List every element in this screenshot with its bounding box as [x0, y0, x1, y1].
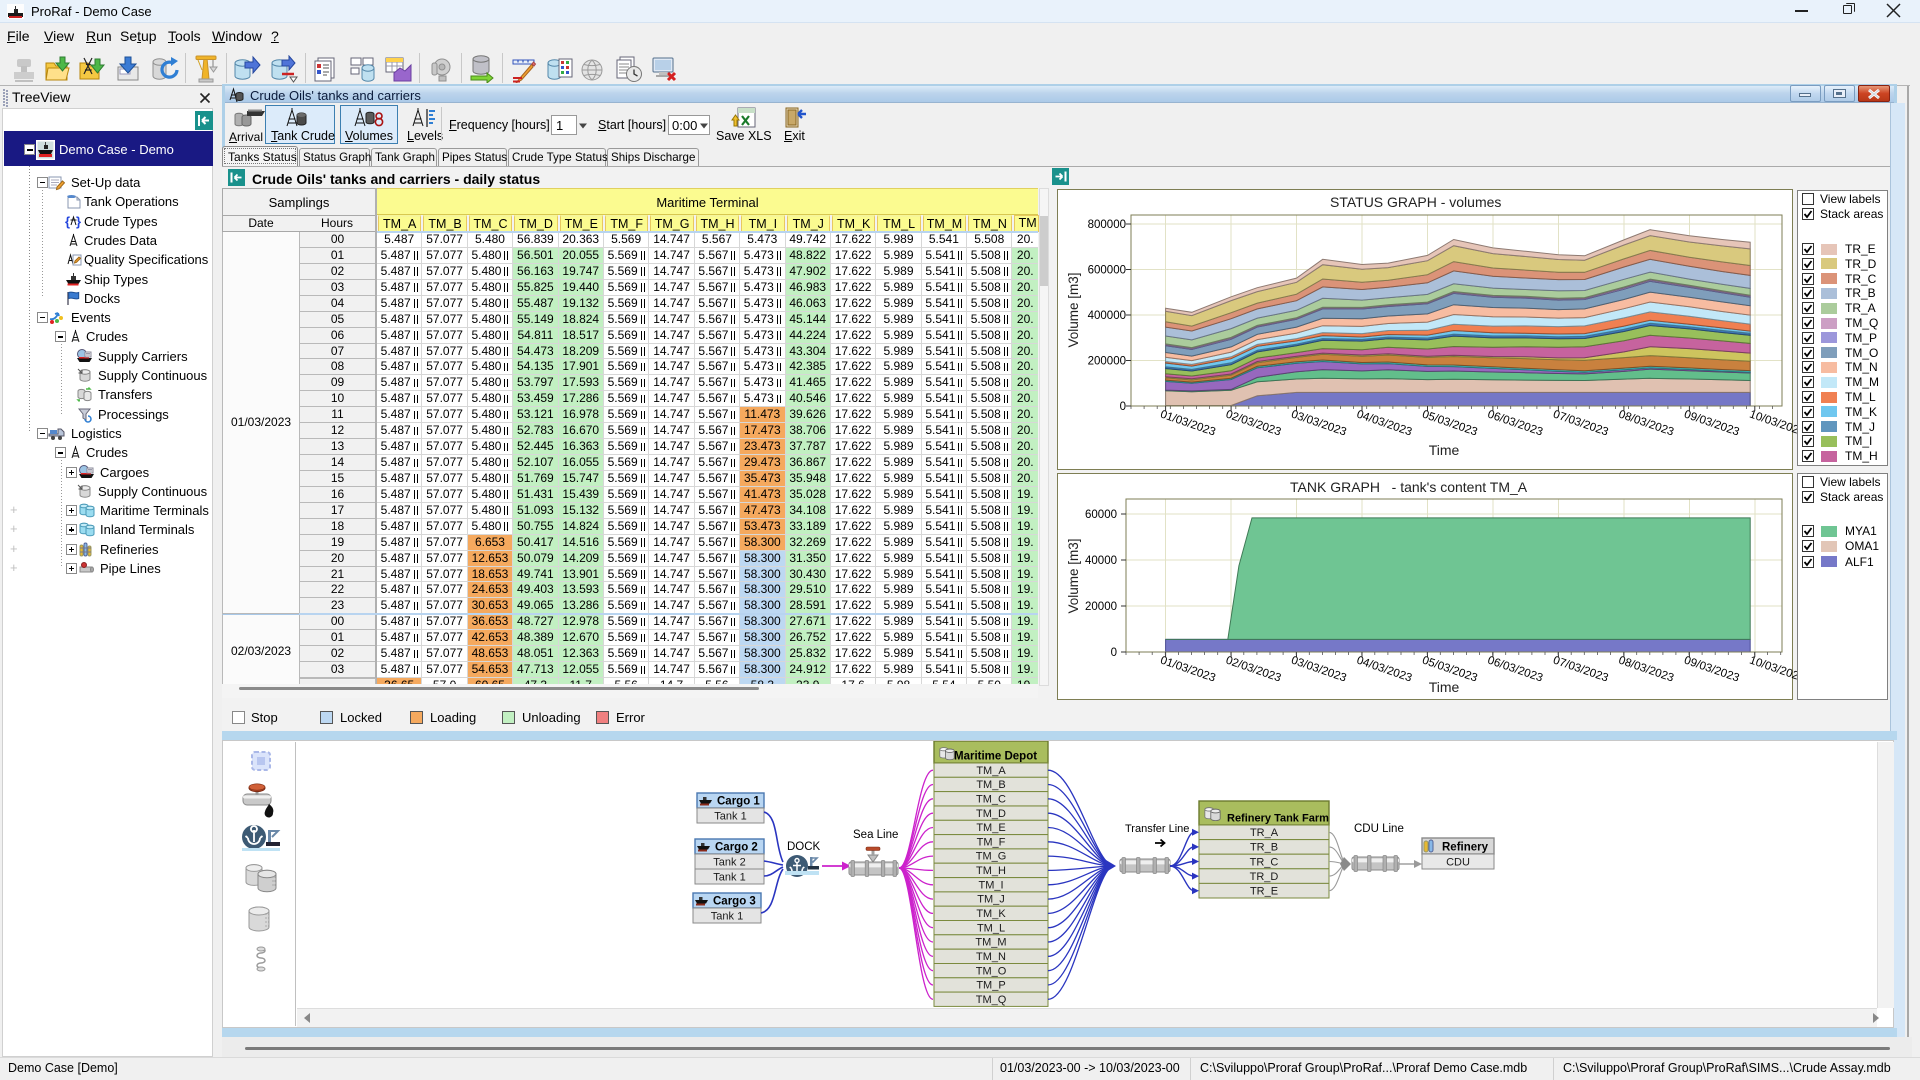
svg-text:TM_Q: TM_Q	[976, 994, 1007, 1006]
svg-text:Transfer Line: Transfer Line	[1125, 823, 1189, 835]
svg-text:20000: 20000	[1085, 601, 1117, 613]
svg-text:TM_L: TM_L	[977, 922, 1005, 934]
svg-text:TM_H: TM_H	[976, 865, 1006, 877]
svg-text:Volume [m3]: Volume [m3]	[1066, 272, 1081, 347]
svg-text:TR_E: TR_E	[1250, 886, 1278, 898]
svg-text:Sea Line: Sea Line	[853, 829, 898, 841]
svg-text:Maritime Depot: Maritime Depot	[954, 751, 1037, 763]
svg-text:TM_O: TM_O	[976, 965, 1007, 977]
svg-text:TM_N: TM_N	[976, 951, 1006, 963]
svg-text:400000: 400000	[1088, 310, 1126, 322]
svg-text:}: }	[76, 214, 81, 229]
svg-text:07/03/2023: 07/03/2023	[1551, 408, 1609, 438]
svg-text:TR_C: TR_C	[1250, 856, 1279, 868]
svg-text:02/03/2023: 02/03/2023	[1224, 408, 1282, 438]
svg-text:40000: 40000	[1085, 555, 1117, 567]
svg-text:03/03/2023: 03/03/2023	[1290, 408, 1348, 438]
svg-text:02/03/2023: 02/03/2023	[1224, 654, 1282, 684]
svg-text:07/03/2023: 07/03/2023	[1551, 654, 1609, 684]
svg-text:TM_J: TM_J	[977, 894, 1005, 906]
svg-text:01/03/2023: 01/03/2023	[1159, 408, 1217, 438]
svg-text:TM_E: TM_E	[976, 822, 1005, 834]
svg-text:TM_I: TM_I	[978, 879, 1003, 891]
svg-text:TM_F: TM_F	[977, 836, 1006, 848]
svg-text:04/03/2023: 04/03/2023	[1355, 654, 1413, 684]
svg-text:CDU Line: CDU Line	[1354, 823, 1404, 835]
svg-text:Cargo 2: Cargo 2	[715, 842, 758, 854]
svg-text:TM_B: TM_B	[976, 779, 1005, 791]
svg-text:60000: 60000	[1085, 509, 1117, 521]
svg-text:Time: Time	[1429, 442, 1460, 458]
svg-text:TM_P: TM_P	[976, 980, 1005, 992]
svg-text:06/03/2023: 06/03/2023	[1486, 654, 1544, 684]
svg-text:TR_A: TR_A	[1250, 827, 1279, 839]
svg-text:TM_D: TM_D	[976, 808, 1006, 820]
svg-text:Tank 1: Tank 1	[711, 911, 743, 923]
svg-text:CDU: CDU	[1446, 857, 1470, 869]
svg-text:Time: Time	[1429, 679, 1460, 695]
svg-text:09/03/2023: 09/03/2023	[1682, 654, 1740, 684]
svg-text:09/03/2023: 09/03/2023	[1682, 408, 1740, 438]
svg-text:TR_D: TR_D	[1250, 871, 1279, 883]
svg-text:200000: 200000	[1088, 356, 1126, 368]
svg-text:0: 0	[1111, 647, 1117, 659]
svg-text:10/03/202: 10/03/202	[1748, 408, 1800, 436]
svg-text:Cargo 3: Cargo 3	[713, 896, 756, 908]
svg-text:TM_K: TM_K	[976, 908, 1006, 920]
svg-text:08/03/2023: 08/03/2023	[1617, 654, 1675, 684]
svg-text:03/03/2023: 03/03/2023	[1290, 654, 1348, 684]
svg-text:Tank 1: Tank 1	[713, 872, 745, 884]
svg-text:Volume [m3]: Volume [m3]	[1066, 538, 1081, 613]
svg-text:TM_G: TM_G	[976, 851, 1007, 863]
svg-text:TM_A: TM_A	[976, 765, 1006, 777]
svg-text:800000: 800000	[1088, 219, 1126, 231]
svg-text:0: 0	[1120, 401, 1126, 413]
svg-text:DOCK: DOCK	[787, 841, 821, 853]
svg-text:TM_C: TM_C	[976, 794, 1006, 806]
svg-text:Refinery: Refinery	[1442, 842, 1489, 854]
svg-text:Refinery Tank Farm: Refinery Tank Farm	[1227, 813, 1329, 825]
svg-text:Tank 2: Tank 2	[713, 857, 745, 869]
svg-text:TM_M: TM_M	[975, 937, 1006, 949]
svg-text:01/03/2023: 01/03/2023	[1159, 654, 1217, 684]
svg-text:{: {	[65, 214, 70, 229]
svg-text:06/03/2023: 06/03/2023	[1486, 408, 1544, 438]
svg-text:Tank 1: Tank 1	[714, 811, 746, 823]
svg-text:04/03/2023: 04/03/2023	[1355, 408, 1413, 438]
svg-text:Cargo 1: Cargo 1	[717, 796, 760, 808]
svg-text:08/03/2023: 08/03/2023	[1617, 408, 1675, 438]
svg-text:05/03/2023: 05/03/2023	[1421, 408, 1479, 438]
svg-text:600000: 600000	[1088, 265, 1126, 277]
svg-text:TR_B: TR_B	[1250, 842, 1278, 854]
